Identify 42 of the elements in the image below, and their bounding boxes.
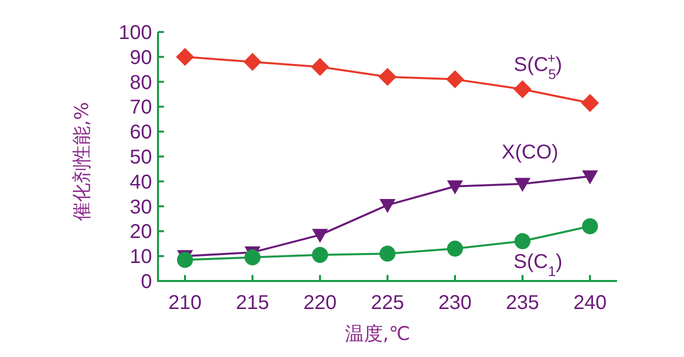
x-tick-label: 230 [438,292,472,314]
x-tick-label: 240 [573,292,607,314]
point [244,249,260,266]
point [380,246,396,262]
y-tick-label: 10 [130,246,152,268]
y-tick-label: 80 [130,72,152,94]
point [311,58,329,76]
y-tick-label: 50 [130,146,152,168]
y-axis-title: 催化剂性能,% [71,102,93,222]
point [447,180,463,194]
y-tick-label: 20 [130,221,152,244]
x-tick-label: 220 [303,292,337,314]
point [514,233,530,250]
y-tick-label: 30 [130,196,152,218]
series-label: S(C$_{1}$) [514,251,562,280]
x-tick-label: 215 [236,292,270,314]
y-tick-label: 100 [118,22,152,44]
point [378,68,396,86]
point [312,246,328,263]
point [447,240,463,257]
y-tick-label: 0 [140,271,152,293]
point [514,80,532,98]
point [244,52,262,71]
y-tick-label: 60 [130,122,152,144]
point [582,170,598,184]
y-tick-label: 40 [130,171,152,194]
series-label: S(C$_{5}$$^{+}$) [514,50,562,82]
point [581,94,599,112]
x-tick-label: 210 [168,292,202,314]
x-tick-label: 235 [506,292,540,314]
y-tick-label: 90 [130,46,152,69]
point [312,228,328,243]
point [380,199,396,214]
y-tick-label: 70 [130,96,152,119]
point [176,48,194,66]
point [446,70,464,88]
series-label: X(CO) [502,141,558,164]
point [582,218,598,234]
point [514,178,530,192]
point [177,252,193,268]
x-axis-title: 温度,℃ [344,323,410,345]
x-tick-label: 225 [370,292,404,314]
